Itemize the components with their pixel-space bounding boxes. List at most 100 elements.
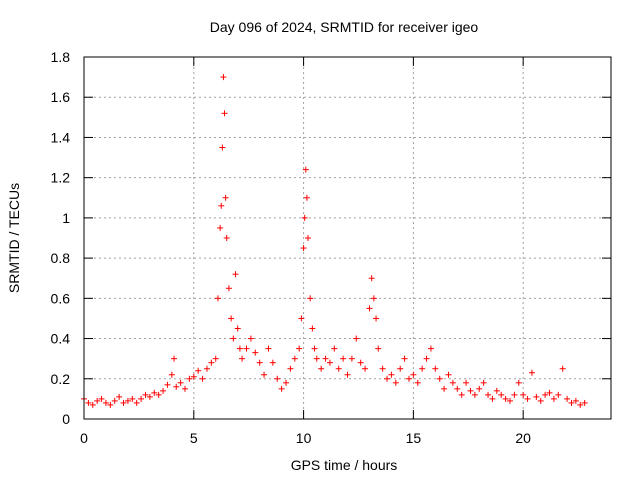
x-tick-label: 10: [296, 430, 312, 446]
data-point: [502, 395, 509, 402]
data-point: [214, 295, 221, 302]
data-point: [524, 395, 531, 402]
data-point: [228, 315, 235, 322]
data-point: [232, 271, 239, 278]
data-point: [366, 305, 373, 312]
data-point: [480, 379, 487, 386]
data-point: [353, 335, 360, 342]
data-point: [304, 235, 311, 241]
data-point: [219, 144, 226, 151]
data-point: [186, 375, 193, 382]
x-tick-label: 20: [515, 430, 531, 446]
data-point: [222, 194, 229, 201]
data-point: [124, 397, 131, 404]
data-point: [300, 245, 307, 252]
x-axis-label: GPS time / hours: [291, 457, 398, 473]
data-point: [252, 349, 259, 356]
y-tick-label: 0.8: [51, 250, 71, 266]
data-point: [221, 110, 228, 117]
data-point: [195, 367, 202, 374]
data-point: [528, 369, 535, 376]
data-point: [384, 375, 391, 382]
y-tick-label: 0.2: [51, 371, 71, 387]
data-point: [220, 74, 227, 81]
y-tick-label: 0.6: [51, 290, 71, 306]
data-point: [414, 379, 421, 386]
y-tick-label: 1.4: [51, 129, 71, 145]
data-point: [331, 345, 338, 352]
data-point: [427, 345, 434, 352]
data-point: [230, 335, 237, 342]
data-point: [572, 397, 579, 404]
data-point: [458, 391, 465, 398]
data-point: [218, 202, 225, 209]
data-point: [265, 345, 272, 352]
x-tick-label: 0: [80, 430, 88, 446]
data-point: [485, 391, 492, 398]
data-point: [410, 371, 417, 378]
data-point: [274, 375, 281, 382]
data-point: [307, 295, 314, 302]
y-tick-label: 1.2: [51, 170, 71, 186]
data-point: [581, 399, 588, 406]
y-axis-label: SRMTID / TECUs: [6, 183, 22, 293]
data-point: [533, 393, 540, 400]
data-point: [449, 379, 456, 386]
data-point: [555, 391, 562, 398]
data-point: [164, 381, 171, 388]
data-point: [467, 387, 474, 394]
data-point: [138, 395, 145, 402]
data-point: [217, 224, 224, 231]
data-point: [542, 391, 549, 398]
data-point: [309, 325, 316, 332]
data-point: [239, 355, 246, 362]
data-point: [85, 399, 92, 406]
data-point: [247, 335, 254, 342]
y-tick-label: 1.8: [51, 49, 71, 65]
data-point: [506, 397, 513, 404]
chart-title: Day 096 of 2024, SRMTID for receiver ige…: [210, 19, 479, 35]
data-point: [296, 345, 303, 352]
data-point: [397, 365, 404, 372]
data-point: [559, 365, 566, 372]
data-point: [212, 355, 219, 362]
data-point: [362, 365, 369, 372]
data-point: [223, 235, 230, 241]
data-point: [344, 371, 351, 378]
data-point: [515, 379, 522, 386]
data-point: [283, 379, 290, 386]
data-point: [419, 365, 426, 372]
data-point: [199, 375, 206, 382]
data-point: [142, 391, 149, 398]
x-tick-label: 15: [406, 430, 422, 446]
data-point: [445, 371, 452, 378]
data-point: [171, 355, 178, 362]
data-point: [441, 385, 448, 392]
data-point: [94, 397, 101, 404]
data-point: [208, 359, 215, 366]
data-point: [182, 385, 189, 392]
data-point: [190, 373, 197, 380]
data-point: [129, 395, 136, 402]
plot-frame: [83, 56, 612, 420]
grid-lines: [84, 57, 611, 419]
data-point: [318, 365, 325, 372]
y-tick-label: 0.4: [51, 331, 71, 347]
data-point: [133, 399, 140, 406]
data-point: [568, 399, 575, 406]
data-point: [102, 399, 109, 406]
data-point: [401, 355, 408, 362]
data-point: [313, 355, 320, 362]
data-point: [340, 355, 347, 362]
data-point: [370, 295, 377, 302]
data-point: [493, 387, 500, 394]
data-point: [405, 375, 412, 382]
data-point: [120, 399, 127, 406]
data-point: [511, 391, 518, 398]
data-point: [564, 395, 571, 402]
data-point: [261, 371, 268, 378]
data-point: [146, 393, 153, 400]
data-point: [236, 345, 243, 352]
data-point: [160, 387, 167, 394]
